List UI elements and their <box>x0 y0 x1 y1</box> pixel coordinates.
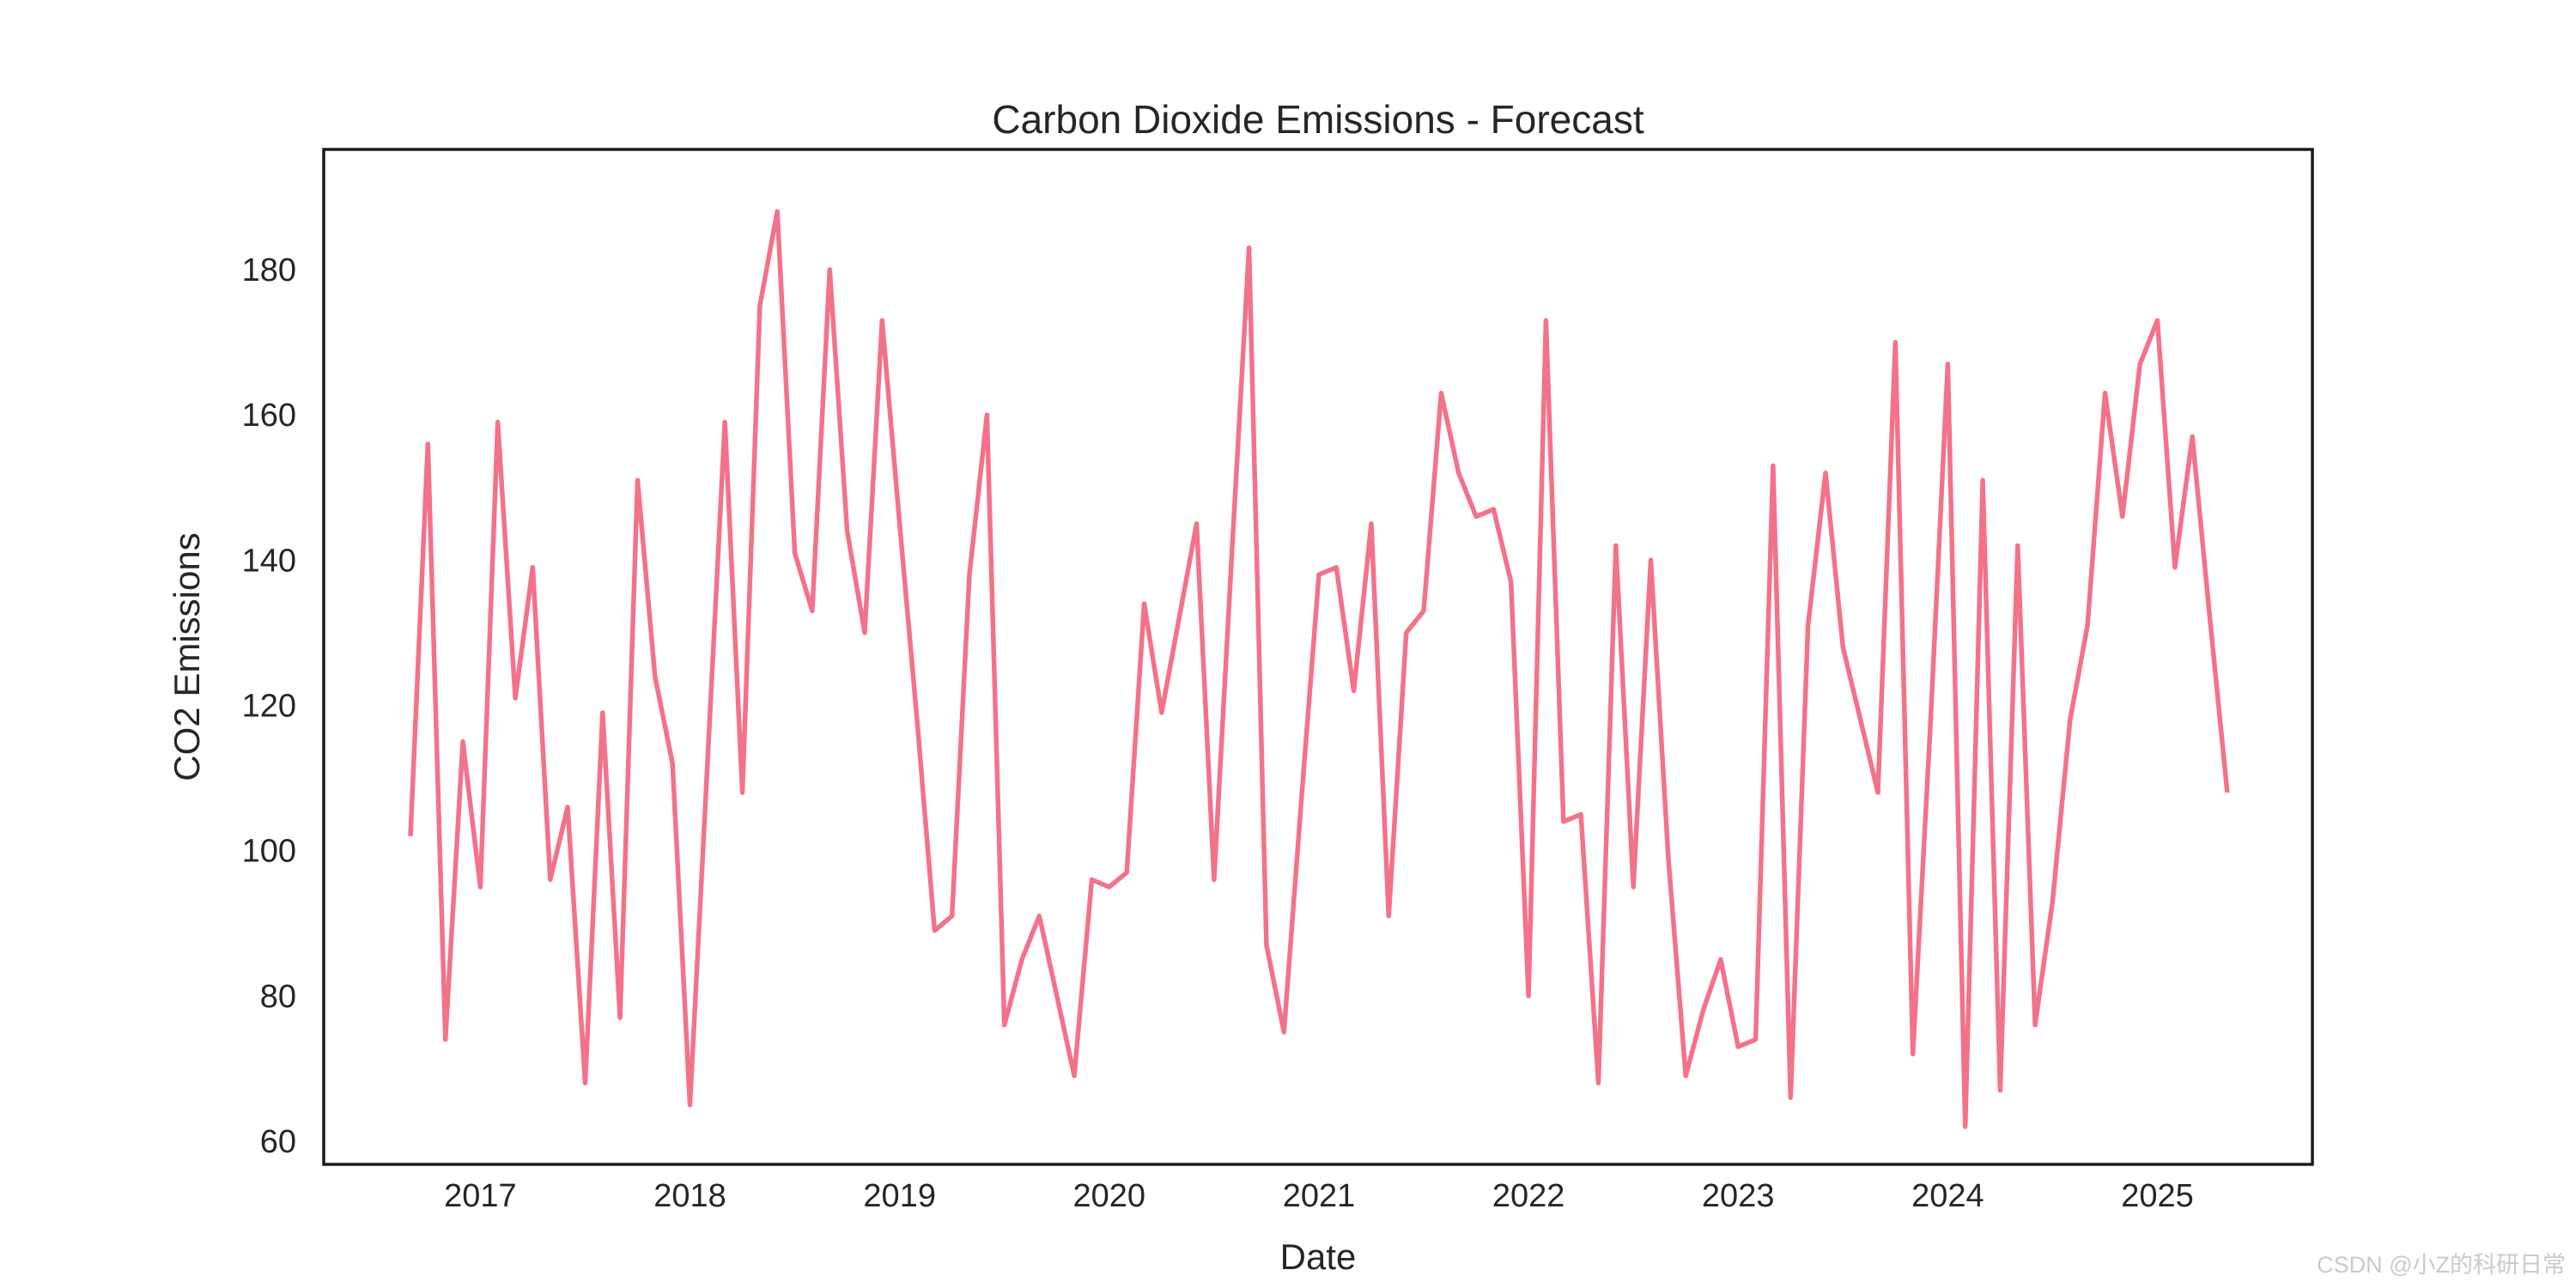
plot-area <box>322 148 2314 1166</box>
x-tick-label: 2023 <box>1702 1178 1775 1214</box>
y-axis-label: CO2 Emissions <box>167 532 207 781</box>
chart-title: Carbon Dioxide Emissions - Forecast <box>992 97 1643 142</box>
y-tick-label: 100 <box>242 834 296 870</box>
x-tick-label: 2022 <box>1492 1178 1565 1214</box>
x-axis-label: Date <box>1280 1236 1357 1277</box>
x-tick-label: 2020 <box>1073 1178 1146 1214</box>
x-tick-label: 2021 <box>1283 1178 1356 1214</box>
y-axis-ticks: 60 80 100 120 140 160 180 <box>242 252 296 1160</box>
emissions-line <box>408 209 2230 1129</box>
x-tick-label: 2019 <box>863 1178 936 1214</box>
x-tick-label: 2025 <box>2121 1178 2194 1214</box>
x-tick-label: 2018 <box>653 1178 726 1214</box>
x-axis-ticks: 2017 2018 2019 2020 2021 2022 2023 2024 2025 <box>444 1178 2194 1214</box>
y-tick-label: 120 <box>242 689 296 725</box>
y-tick-label: 140 <box>242 543 296 579</box>
x-tick-label: 2017 <box>444 1178 517 1214</box>
watermark: CSDN @小Z的科研日常 <box>2317 1252 2566 1278</box>
y-tick-label: 80 <box>260 979 296 1015</box>
x-tick-label: 2024 <box>1911 1178 1984 1214</box>
y-tick-label: 160 <box>242 398 296 434</box>
y-tick-label: 180 <box>242 252 296 289</box>
y-tick-label: 60 <box>260 1124 296 1160</box>
